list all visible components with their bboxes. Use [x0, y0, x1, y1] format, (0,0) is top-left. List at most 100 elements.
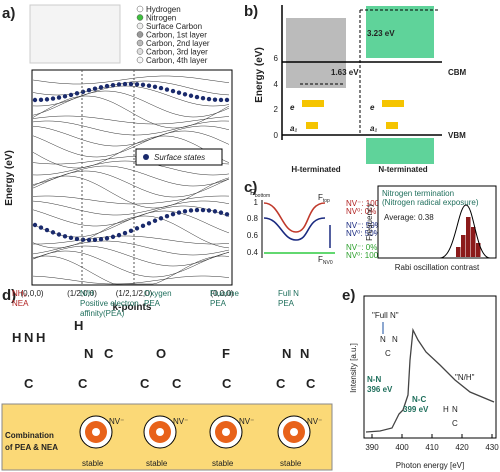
surface-state	[152, 84, 158, 89]
y-label: Intensity [a.u.]	[349, 343, 358, 393]
x-tick: (0,0,0)	[210, 289, 233, 298]
band	[33, 235, 230, 245]
vbm: VBM	[448, 131, 466, 140]
sub: top	[323, 198, 330, 204]
stable: stable	[146, 459, 168, 468]
electron: e	[290, 103, 295, 112]
x-tick: 420	[455, 443, 469, 452]
hist-bar	[476, 243, 481, 257]
y-tick: 6	[274, 54, 279, 63]
surface-state	[206, 96, 212, 102]
x-ticks: 390 400 410 420 430	[365, 434, 499, 452]
atom: N	[300, 346, 309, 361]
legend-text: Carbon, 4th layer	[146, 56, 208, 65]
x-label: k-points	[113, 302, 152, 313]
surface-state	[104, 83, 110, 89]
inset-legend	[135, 148, 223, 166]
atom: H	[12, 330, 21, 345]
nc: 399 eV	[403, 405, 429, 414]
fit-curve	[439, 204, 491, 259]
atom: C	[276, 376, 286, 391]
surface-state	[38, 225, 44, 230]
surface-state	[146, 83, 152, 88]
panel-c: c) Fbottom Ftop FNV0 1 0.8 0.6 0.4 NV⁻: …	[244, 179, 497, 272]
band	[32, 90, 230, 118]
cbm: CBM	[448, 68, 467, 77]
surface-state	[152, 218, 158, 223]
panel-e: e) Intensity [a.u.] Photon energy [eV] 3…	[342, 287, 499, 470]
panel-label: e)	[342, 287, 355, 304]
n-band	[366, 6, 434, 58]
nv-core	[92, 428, 100, 436]
surface-state	[194, 207, 200, 213]
f: F	[250, 188, 255, 197]
band-frame	[31, 69, 233, 286]
legend-marker	[136, 31, 144, 38]
surface-state	[134, 226, 140, 231]
x-label: Photon energy [eV]	[396, 461, 465, 470]
surface-state	[182, 92, 188, 97]
surface-state	[116, 82, 122, 87]
atom: C	[172, 376, 182, 391]
legend-marker	[136, 22, 144, 30]
surface-state	[80, 89, 86, 94]
legend-text: Carbon, 1st layer	[146, 31, 207, 40]
nv-label: NV⁻	[109, 417, 124, 426]
panel-label: b)	[244, 3, 258, 20]
y-label: Energy (eV)	[254, 47, 265, 103]
legend-marker	[136, 56, 144, 64]
panel-label: a)	[2, 5, 15, 22]
nv-label: NV⁻	[239, 417, 254, 426]
surface-state	[140, 82, 146, 88]
surface-state	[74, 236, 80, 242]
f-bottom: Fbottom	[250, 188, 270, 199]
x-tick: 410	[425, 443, 439, 452]
f-top: Ftop	[318, 193, 330, 204]
n-band	[366, 138, 434, 164]
surface-state	[92, 237, 98, 243]
f: F	[318, 255, 323, 264]
atom: C	[306, 376, 316, 391]
legend-text: Carbon, 2nd layer	[146, 39, 210, 48]
surface-state	[62, 234, 68, 239]
y-tick: 0	[274, 131, 279, 140]
arrow-icon	[306, 122, 318, 129]
surface-state	[206, 208, 212, 213]
surface-state	[218, 97, 224, 103]
surface-state	[158, 216, 164, 221]
nh: "N/H"	[455, 373, 475, 382]
surface-state	[122, 81, 128, 87]
surface-state	[140, 223, 146, 229]
nv-core	[156, 428, 164, 436]
surface-state	[44, 227, 50, 233]
stable: stable	[212, 459, 234, 468]
band	[32, 135, 230, 169]
hist-bar	[471, 227, 476, 257]
surface-state	[128, 81, 134, 87]
surface-state	[176, 210, 182, 215]
state: NV⁰: 50%	[346, 229, 381, 238]
structure-image	[29, 4, 121, 64]
band	[32, 240, 230, 256]
hist-title: Nitrogen termination	[382, 189, 454, 198]
surface-state	[218, 210, 224, 215]
surface-state	[116, 232, 122, 238]
x-tick: (1/2,1/2,0)	[116, 289, 153, 298]
hist-subtitle: (Nitrogen radical exposure)	[382, 198, 479, 207]
curve	[263, 217, 326, 241]
surface-state	[128, 228, 134, 234]
arrow-icon	[382, 100, 404, 107]
nc: N-C	[412, 395, 426, 404]
atom: C	[385, 349, 391, 358]
surface-state	[56, 232, 62, 237]
state: NV⁰: 100%	[346, 251, 385, 260]
y-tick: 0.8	[247, 214, 259, 223]
legend-text: Surface states	[154, 153, 205, 162]
column-title: N/H	[80, 289, 94, 298]
column-title: PEA	[210, 299, 227, 308]
hist-bar	[456, 247, 461, 257]
category: N-terminated	[378, 165, 427, 174]
